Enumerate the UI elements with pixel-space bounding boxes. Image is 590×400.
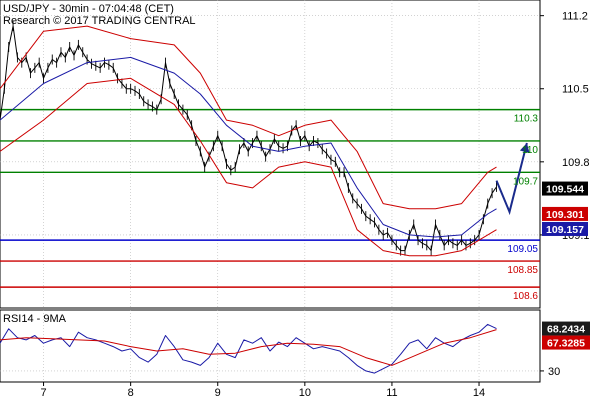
rsi-moving-average-line [0, 329, 497, 366]
resistance-level-label: 110 [522, 145, 538, 156]
forecast-arrow-head [519, 143, 530, 153]
support-resistance-levels [0, 108, 540, 288]
upper-band-badge-label: 109.301 [546, 209, 584, 221]
current-price-badge-label: 109.544 [546, 184, 584, 196]
price-grid [0, 0, 540, 308]
x-axis-tick-label: 11 [386, 387, 397, 399]
level-labels: 110.3 110 109.7 109.05 108.85 108.6 [507, 114, 538, 302]
price-badges: 109.544 109.301 109.157 [542, 181, 588, 236]
x-axis-tick-label: 14 [473, 387, 485, 399]
lower-bollinger-band-line [0, 77, 497, 257]
upper-bollinger-band-line [0, 25, 497, 210]
support-level-label: 108.6 [513, 291, 538, 302]
x-axis-tick-label: 8 [128, 387, 134, 399]
price-axis-tick-label: 111.2 [562, 11, 588, 23]
rsi-badge [542, 321, 590, 336]
pivot-level-label: 109.05 [507, 244, 538, 255]
rsi-axis-tick-label: 30 [548, 366, 560, 378]
lower-band-badge [542, 221, 588, 236]
support-level-label: 108.85 [507, 265, 538, 276]
rsi-series-group [0, 323, 497, 374]
rsi-badges: 68.2434 67.3285 [542, 321, 590, 350]
moving-average-line [0, 56, 497, 238]
rsi-moving-average-badge [542, 335, 590, 350]
rsi-grid [0, 310, 540, 382]
rsi-moving-average-badge-label: 67.3285 [547, 338, 585, 350]
price-axis-tick-label: 109.8 [562, 157, 590, 169]
upper-band-badge [542, 206, 588, 221]
forecast-arrow-line [495, 142, 528, 216]
resistance-level-label: 110.3 [514, 114, 539, 125]
chart-subtitle: Research © 2017 TRADING CENTRAL [3, 15, 196, 27]
lower-band-badge-label: 109.157 [546, 224, 584, 236]
x-axis-tick-label: 9 [215, 387, 221, 399]
x-axis-tick-label: 10 [299, 387, 311, 399]
rsi-line [0, 323, 497, 374]
price-axis-tick-label: 110.5 [562, 84, 589, 96]
rsi-badge-label: 68.2434 [547, 324, 585, 336]
price-series-group [0, 21, 530, 257]
current-price-badge [542, 181, 588, 196]
x-axis: 7 8 9 10 11 14 [40, 382, 485, 399]
x-axis-tick-label: 7 [40, 387, 46, 399]
rsi-axis: 30 [540, 366, 560, 378]
rsi-title: RSI14 - 9MA [3, 313, 67, 325]
resistance-level-label: 109.7 [513, 176, 538, 187]
chart-title: USD/JPY - 30min - 07:04:48 (CET) [3, 3, 174, 15]
